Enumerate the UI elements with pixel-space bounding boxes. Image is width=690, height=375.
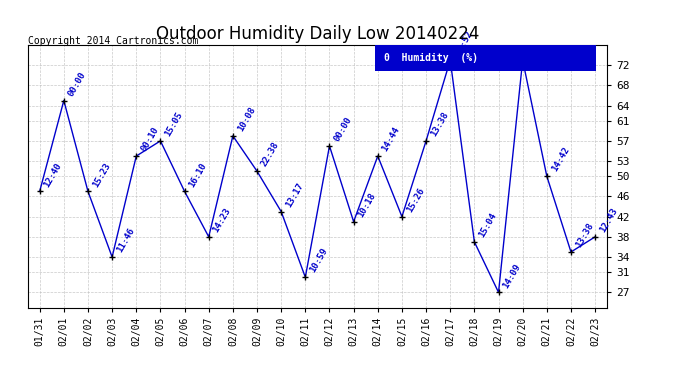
Text: 14:42: 14:42 xyxy=(550,146,571,174)
Text: Copyright 2014 Cartronics.com: Copyright 2014 Cartronics.com xyxy=(28,36,198,46)
Text: 10:08: 10:08 xyxy=(236,105,257,133)
Text: 11:46: 11:46 xyxy=(115,226,136,254)
Text: 22:38: 22:38 xyxy=(260,141,281,168)
Text: 13:38: 13:38 xyxy=(429,110,450,138)
Text: 12:40: 12:40 xyxy=(43,161,63,189)
Text: 16:10: 16:10 xyxy=(188,161,208,189)
Text: 14:44: 14:44 xyxy=(381,126,402,153)
Text: 15:05: 15:05 xyxy=(164,110,184,138)
Text: 00:10: 00:10 xyxy=(139,126,160,153)
Text: 00:00: 00:00 xyxy=(333,116,353,143)
Text: 00:00: 00:00 xyxy=(67,70,88,98)
Text: 15:04: 15:04 xyxy=(477,211,498,239)
Text: 15:26: 15:26 xyxy=(405,186,426,214)
Text: 14:23: 14:23 xyxy=(212,206,233,234)
Text: 14:09: 14:09 xyxy=(502,262,522,290)
Text: 13:17: 13:17 xyxy=(284,181,305,209)
Text: 10:59: 10:59 xyxy=(308,247,329,274)
Text: 10:18: 10:18 xyxy=(357,191,377,219)
Text: 12:43: 12:43 xyxy=(598,206,619,234)
Text: 15:23: 15:23 xyxy=(91,161,112,189)
Text: 09:52: 09:52 xyxy=(453,30,474,57)
Title: Outdoor Humidity Daily Low 20140224: Outdoor Humidity Daily Low 20140224 xyxy=(156,26,479,44)
Text: 13:38: 13:38 xyxy=(574,221,595,249)
Text: 0: 0 xyxy=(526,48,536,57)
